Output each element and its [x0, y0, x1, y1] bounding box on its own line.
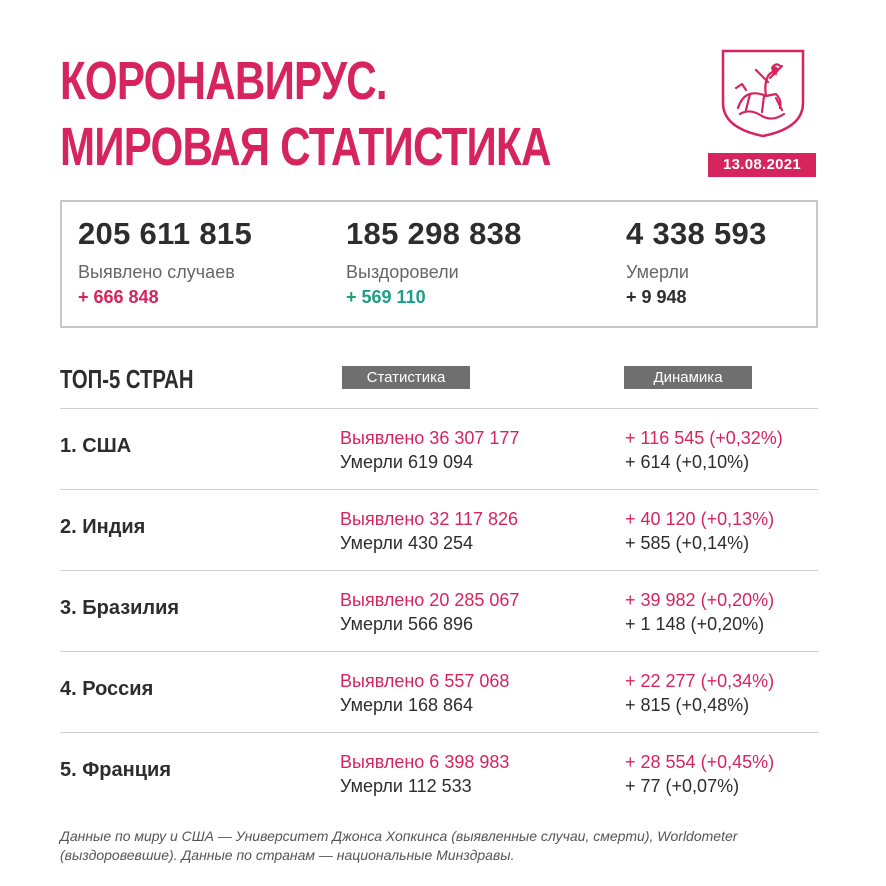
title-line-2: МИРОВАЯ СТАТИСТИКА — [60, 117, 551, 177]
stat-recovered-delta: + 569 110 — [346, 287, 426, 307]
cases-total: Выявлено 20 285 067 — [340, 590, 520, 610]
page-title: КОРОНАВИРУС. МИРОВАЯ СТАТИСТИКА — [60, 48, 551, 180]
deaths-delta: + 585 (+0,14%) — [625, 533, 750, 553]
country-name: 1. США — [60, 435, 132, 457]
stat-cases-label: Выявлено случаев — [78, 262, 235, 282]
stat-recovered-label: Выздоровели — [346, 262, 459, 282]
country-dynamics: + 39 982 (+0,20%) + 1 148 (+0,20%) — [625, 588, 774, 636]
country-stats: Выявлено 36 307 177 Умерли 619 094 — [340, 426, 519, 474]
stat-deaths-value: 4 338 593 — [626, 216, 767, 251]
table-row: 2. Индия Выявлено 32 117 826 Умерли 430 … — [60, 489, 818, 570]
stat-deaths: 4 338 593 Умерли + 9 948 — [626, 216, 767, 308]
cases-total: Выявлено 36 307 177 — [340, 428, 520, 448]
stat-cases: 205 611 815 Выявлено случаев + 666 848 — [78, 216, 252, 308]
cases-delta: + 116 545 (+0,32%) — [625, 428, 783, 448]
date-badge: 13.08.2021 — [708, 153, 816, 177]
column-header-dynamics: Динамика — [624, 366, 752, 389]
table-row: 3. Бразилия Выявлено 20 285 067 Умерли 5… — [60, 570, 818, 651]
title-line-1: КОРОНАВИРУС. — [60, 51, 388, 111]
stat-recovered: 185 298 838 Выздоровели + 569 110 — [346, 216, 522, 308]
country-dynamics: + 116 545 (+0,32%) + 614 (+0,10%) — [625, 426, 783, 474]
table-row: 1. США Выявлено 36 307 177 Умерли 619 09… — [60, 408, 818, 489]
country-dynamics: + 22 277 (+0,34%) + 815 (+0,48%) — [625, 669, 774, 717]
deaths-total: Умерли 430 254 — [340, 533, 474, 553]
country-name: 3. Бразилия — [60, 597, 180, 619]
footnote: Данные по миру и США — Университет Джонс… — [60, 828, 738, 863]
cases-delta: + 22 277 (+0,34%) — [625, 671, 775, 691]
table-row: 4. Россия Выявлено 6 557 068 Умерли 168 … — [60, 651, 818, 732]
country-name: 5. Франция — [60, 759, 171, 781]
deaths-total: Умерли 168 864 — [340, 695, 474, 715]
cases-delta: + 39 982 (+0,20%) — [625, 590, 775, 610]
country-stats: Выявлено 6 557 068 Умерли 168 864 — [340, 669, 509, 717]
column-header-statistics: Статистика — [342, 366, 470, 389]
deaths-total: Умерли 112 533 — [340, 776, 472, 796]
stat-cases-value: 205 611 815 — [78, 216, 252, 251]
country-name: 4. Россия — [60, 678, 154, 700]
deaths-total: Умерли 566 896 — [340, 614, 474, 634]
cases-total: Выявлено 32 117 826 — [340, 509, 519, 529]
deaths-delta: + 77 (+0,07%) — [625, 776, 740, 796]
stat-recovered-value: 185 298 838 — [346, 216, 522, 251]
countries-table: 1. США Выявлено 36 307 177 Умерли 619 09… — [60, 408, 818, 813]
moscow-coat-of-arms-icon — [720, 48, 806, 138]
country-dynamics: + 40 120 (+0,13%) + 585 (+0,14%) — [625, 507, 774, 555]
stat-deaths-label: Умерли — [626, 262, 689, 282]
country-stats: Выявлено 20 285 067 Умерли 566 896 — [340, 588, 519, 636]
section-title: ТОП-5 СТРАН — [60, 364, 194, 394]
cases-total: Выявлено 6 557 068 — [340, 671, 510, 691]
cases-delta: + 40 120 (+0,13%) — [625, 509, 775, 529]
country-stats: Выявлено 32 117 826 Умерли 430 254 — [340, 507, 518, 555]
deaths-delta: + 1 148 (+0,20%) — [625, 614, 765, 634]
deaths-total: Умерли 619 094 — [340, 452, 474, 472]
table-row: 5. Франция Выявлено 6 398 983 Умерли 112… — [60, 732, 818, 813]
country-dynamics: + 28 554 (+0,45%) + 77 (+0,07%) — [625, 750, 774, 798]
deaths-delta: + 815 (+0,48%) — [625, 695, 750, 715]
country-name: 2. Индия — [60, 516, 146, 538]
cases-total: Выявлено 6 398 983 — [340, 752, 510, 772]
stat-cases-delta: + 666 848 — [78, 287, 159, 307]
country-stats: Выявлено 6 398 983 Умерли 112 533 — [340, 750, 509, 798]
cases-delta: + 28 554 (+0,45%) — [625, 752, 775, 772]
world-summary-box: 205 611 815 Выявлено случаев + 666 848 1… — [60, 200, 818, 328]
deaths-delta: + 614 (+0,10%) — [625, 452, 750, 472]
stat-deaths-delta: + 9 948 — [626, 287, 687, 307]
